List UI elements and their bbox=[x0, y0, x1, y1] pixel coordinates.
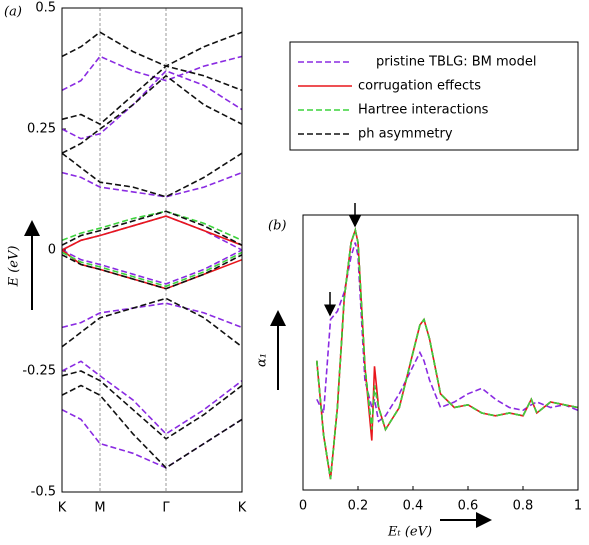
band-line bbox=[62, 210, 242, 246]
panel-label: (a) bbox=[4, 5, 22, 20]
legend-label: ph asymmetry bbox=[358, 127, 453, 142]
x-tick-label: M bbox=[94, 501, 105, 516]
x-tick-label: 0.6 bbox=[458, 499, 479, 514]
band-line bbox=[62, 254, 242, 290]
band-line bbox=[62, 31, 242, 67]
data-line bbox=[316, 242, 579, 423]
band-line bbox=[62, 55, 242, 92]
data-line bbox=[316, 227, 579, 480]
x-tick-label: 0.8 bbox=[513, 499, 534, 514]
x-tick-label: 1 bbox=[574, 499, 582, 514]
x-tick-label: 0 bbox=[299, 499, 307, 514]
x-tick-label: 0.2 bbox=[348, 499, 369, 514]
band-line bbox=[62, 65, 242, 126]
band-line bbox=[62, 360, 242, 435]
legend-label: Hartree interactions bbox=[358, 103, 489, 118]
panel-label: (b) bbox=[268, 219, 286, 234]
x-tick-label: 0.4 bbox=[403, 499, 424, 514]
band-line bbox=[62, 297, 242, 348]
y-tick-label: -0.5 bbox=[31, 485, 56, 500]
plot-frame bbox=[61, 7, 243, 493]
legend-label: pristine TBLG: BM model bbox=[376, 55, 537, 70]
band-line bbox=[62, 302, 242, 329]
band-line bbox=[62, 215, 242, 251]
band-line bbox=[62, 69, 242, 140]
band-line bbox=[62, 251, 242, 288]
x-tick-label: Γ bbox=[162, 501, 170, 516]
band-line bbox=[62, 210, 242, 242]
y-tick-label: -0.25 bbox=[22, 364, 56, 379]
band-line bbox=[62, 370, 242, 440]
plot-frame bbox=[302, 214, 579, 491]
band-line bbox=[62, 249, 242, 285]
y-axis-label: E (eV) bbox=[7, 246, 22, 288]
y-tick-label: 0.25 bbox=[27, 122, 56, 137]
y-axis-label: α₁ bbox=[255, 353, 270, 367]
legend-box bbox=[289, 41, 579, 151]
band-line bbox=[62, 171, 242, 198]
band-line bbox=[62, 74, 242, 154]
x-axis-label: Eₜ (eV) bbox=[387, 525, 432, 540]
legend-label: corrugation effects bbox=[358, 79, 481, 94]
x-tick-label: K bbox=[58, 501, 67, 516]
y-tick-label: 0.5 bbox=[35, 1, 56, 16]
data-line bbox=[316, 227, 579, 480]
band-line bbox=[62, 384, 242, 469]
x-tick-label: K bbox=[238, 501, 247, 516]
data-line bbox=[316, 227, 579, 480]
y-tick-label: 0 bbox=[48, 243, 56, 258]
band-line bbox=[62, 152, 242, 198]
